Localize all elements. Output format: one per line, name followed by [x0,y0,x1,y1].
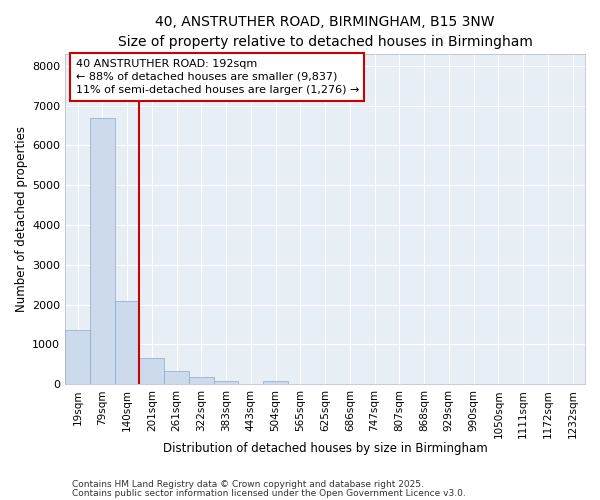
Y-axis label: Number of detached properties: Number of detached properties [15,126,28,312]
Bar [164,372,189,384]
Bar [189,378,214,384]
Bar [214,380,238,384]
Bar [115,300,139,384]
Bar [90,118,115,384]
Bar [65,330,90,384]
Title: 40, ANSTRUTHER ROAD, BIRMINGHAM, B15 3NW
Size of property relative to detached h: 40, ANSTRUTHER ROAD, BIRMINGHAM, B15 3NW… [118,15,533,48]
Bar [263,382,288,384]
Text: Contains public sector information licensed under the Open Government Licence v3: Contains public sector information licen… [72,489,466,498]
Bar [139,358,164,384]
Text: Contains HM Land Registry data © Crown copyright and database right 2025.: Contains HM Land Registry data © Crown c… [72,480,424,489]
Text: 40 ANSTRUTHER ROAD: 192sqm
← 88% of detached houses are smaller (9,837)
11% of s: 40 ANSTRUTHER ROAD: 192sqm ← 88% of deta… [76,59,359,95]
X-axis label: Distribution of detached houses by size in Birmingham: Distribution of detached houses by size … [163,442,487,455]
